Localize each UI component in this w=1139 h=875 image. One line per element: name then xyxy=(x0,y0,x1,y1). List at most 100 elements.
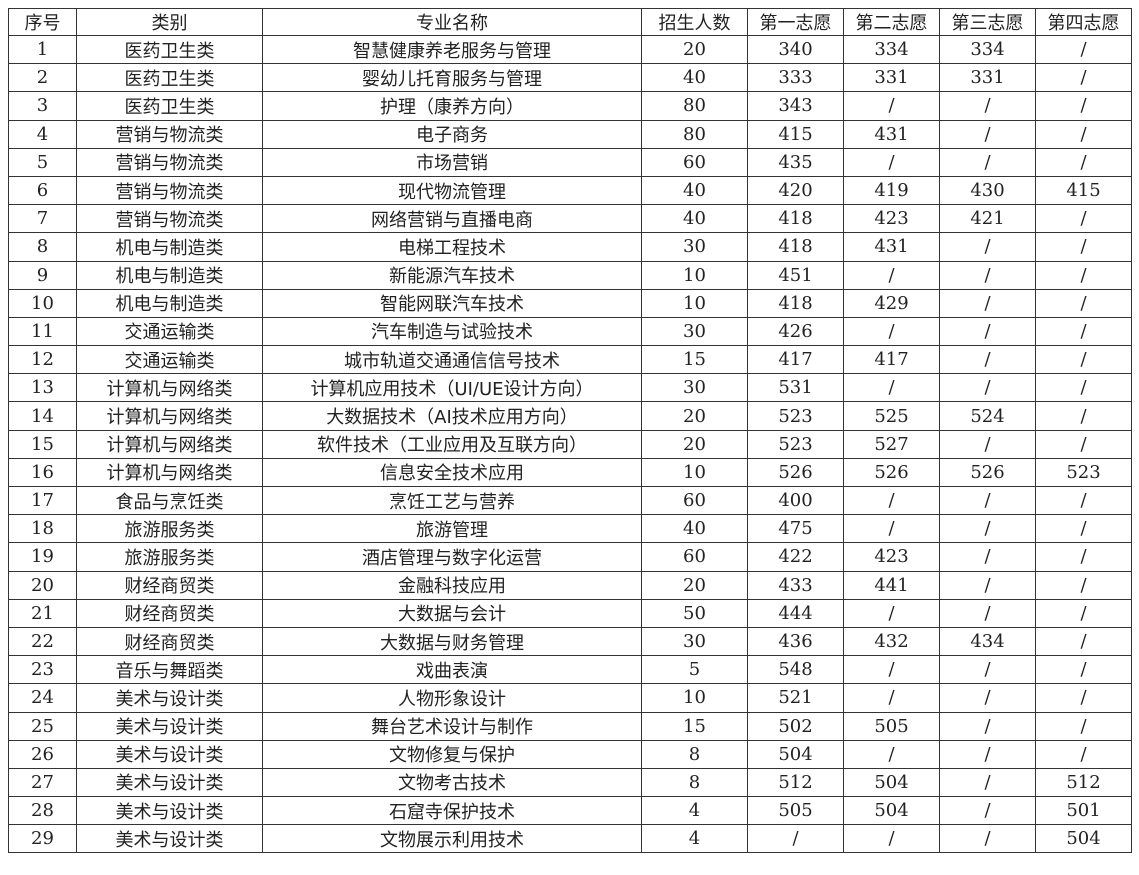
cell-category: 美术与设计类 xyxy=(76,683,263,713)
cell-choice-3: 526 xyxy=(939,457,1036,488)
cell-major: 市场营销 xyxy=(262,147,642,177)
cell-choice-3: / xyxy=(939,570,1036,600)
cell-choice-4: / xyxy=(1035,232,1132,262)
cell-enrollment: 10 xyxy=(641,457,748,488)
table-row: 24 美术与设计类 人物形象设计 10 521// / xyxy=(8,683,1132,713)
table-row: 6 营销与物流类 现代物流管理 40 420 419 430 415 xyxy=(8,175,1132,206)
cell-choice-2: 423 xyxy=(843,542,940,572)
cell-major: 计算机应用技术（UI/UE设计方向） xyxy=(262,373,642,403)
table-row: 10 机电与制造类 智能网联汽车技术 10 418 429// xyxy=(8,288,1132,318)
cell-major: 酒店管理与数字化运营 xyxy=(262,542,642,572)
cell-major: 现代物流管理 xyxy=(262,175,642,206)
table-row: 21 财经商贸类 大数据与会计 50 444// / xyxy=(8,598,1132,628)
cell-category: 音乐与舞蹈类 xyxy=(76,655,263,685)
cell-choice-2: 417 xyxy=(843,345,940,375)
table-row: 7 营销与物流类 网络营销与直播电商 40 418 423 421/ xyxy=(8,204,1132,234)
cell-choice-2: 429 xyxy=(843,288,940,318)
cell-index: 29 xyxy=(8,824,77,854)
header-choice-1: 第一志愿 xyxy=(747,8,844,36)
cell-choice-4: / xyxy=(1035,316,1132,347)
cell-choice-4: / xyxy=(1035,429,1132,459)
cell-category: 营销与物流类 xyxy=(76,147,263,177)
cell-choice-3: / xyxy=(939,429,1036,459)
cell-enrollment: 30 xyxy=(641,316,748,347)
cell-enrollment: 30 xyxy=(641,373,748,403)
cell-index: 15 xyxy=(8,429,77,459)
cell-choice-3: 434 xyxy=(939,626,1036,657)
cell-enrollment: 8 xyxy=(641,767,748,798)
cell-enrollment: 50 xyxy=(641,598,748,628)
cell-category: 美术与设计类 xyxy=(76,824,263,854)
table-row: 14 计算机与网络类 大数据技术（AI技术应用方向） 20 523 525 524/ xyxy=(8,401,1132,431)
cell-major: 戏曲表演 xyxy=(262,655,642,685)
cell-category: 医药卫生类 xyxy=(76,91,263,121)
cell-choice-1: 417 xyxy=(747,345,844,375)
cell-enrollment: 30 xyxy=(641,232,748,262)
cell-choice-3: / xyxy=(939,119,1036,149)
header-major: 专业名称 xyxy=(262,8,642,36)
cell-major: 人物形象设计 xyxy=(262,683,642,713)
cell-enrollment: 80 xyxy=(641,119,748,149)
cell-major: 旅游管理 xyxy=(262,514,642,544)
table-row: 1 医药卫生类 智慧健康养老服务与管理 20 340 334 334/ xyxy=(8,34,1132,65)
cell-choice-3: / xyxy=(939,91,1036,121)
table-row: 17 食品与烹饪类 烹饪工艺与营养 60 400// / xyxy=(8,485,1132,516)
cell-choice-4: / xyxy=(1035,373,1132,403)
cell-enrollment: 20 xyxy=(641,429,748,459)
cell-index: 28 xyxy=(8,796,77,826)
cell-choice-2: / xyxy=(843,514,940,544)
cell-choice-4: / xyxy=(1035,119,1132,149)
cell-major: 大数据与财务管理 xyxy=(262,626,642,657)
cell-enrollment: 15 xyxy=(641,711,748,741)
cell-index: 3 xyxy=(8,91,77,121)
cell-choice-3: / xyxy=(939,542,1036,572)
cell-choice-2: / xyxy=(843,260,940,290)
cell-category: 财经商贸类 xyxy=(76,626,263,657)
cell-choice-1: 333 xyxy=(747,63,844,93)
cell-choice-2: / xyxy=(843,373,940,403)
cell-enrollment: 20 xyxy=(641,570,748,600)
table-row: 11 交通运输类 汽车制造与试验技术 30 426// / xyxy=(8,316,1132,347)
cell-choice-1: 502 xyxy=(747,711,844,741)
cell-index: 18 xyxy=(8,514,77,544)
cell-choice-4: / xyxy=(1035,739,1132,769)
table-body: 1 医药卫生类 智慧健康养老服务与管理 20 340 334 334/2 医药卫生类 婴幼儿托育… xyxy=(8,34,1132,854)
cell-choice-2: / xyxy=(843,655,940,685)
cell-choice-1: 521 xyxy=(747,683,844,713)
cell-category: 医药卫生类 xyxy=(76,34,263,65)
cell-choice-4: / xyxy=(1035,34,1132,65)
table-row: 16 计算机与网络类 信息安全技术应用 10 526 526 526 523 xyxy=(8,457,1132,488)
cell-major: 大数据与会计 xyxy=(262,598,642,628)
cell-index: 10 xyxy=(8,288,77,318)
table-row: 23 音乐与舞蹈类 戏曲表演 5 548// / xyxy=(8,655,1132,685)
cell-index: 16 xyxy=(8,457,77,488)
cell-major: 城市轨道交通通信信号技术 xyxy=(262,345,642,375)
cell-choice-3: / xyxy=(939,288,1036,318)
table-row: 2 医药卫生类 婴幼儿托育服务与管理 40 333 331 331/ xyxy=(8,63,1132,93)
cell-choice-4: 415 xyxy=(1035,175,1132,206)
cell-choice-1: 505 xyxy=(747,796,844,826)
table-row: 4 营销与物流类 电子商务 80 415 431// xyxy=(8,119,1132,149)
cell-choice-2: 525 xyxy=(843,401,940,431)
cell-choice-2: 419 xyxy=(843,175,940,206)
cell-index: 9 xyxy=(8,260,77,290)
cell-major: 汽车制造与试验技术 xyxy=(262,316,642,347)
cell-major: 新能源汽车技术 xyxy=(262,260,642,290)
cell-choice-4: / xyxy=(1035,514,1132,544)
cell-choice-1: 436 xyxy=(747,626,844,657)
cell-choice-3: / xyxy=(939,711,1036,741)
cell-category: 交通运输类 xyxy=(76,345,263,375)
cell-choice-3: / xyxy=(939,316,1036,347)
table-row: 19 旅游服务类 酒店管理与数字化运营 60 422 423// xyxy=(8,542,1132,572)
header-enrollment: 招生人数 xyxy=(641,8,748,36)
cell-choice-1: 526 xyxy=(747,457,844,488)
cell-category: 营销与物流类 xyxy=(76,204,263,234)
table-row: 12 交通运输类 城市轨道交通通信信号技术 15 417 417// xyxy=(8,345,1132,375)
cell-enrollment: 20 xyxy=(641,34,748,65)
cell-choice-1: 444 xyxy=(747,598,844,628)
cell-enrollment: 4 xyxy=(641,824,748,854)
cell-category: 食品与烹饪类 xyxy=(76,485,263,516)
cell-choice-2: 526 xyxy=(843,457,940,488)
table-row: 3 医药卫生类 护理（康养方向） 80 343// / xyxy=(8,91,1132,121)
cell-choice-1: 475 xyxy=(747,514,844,544)
